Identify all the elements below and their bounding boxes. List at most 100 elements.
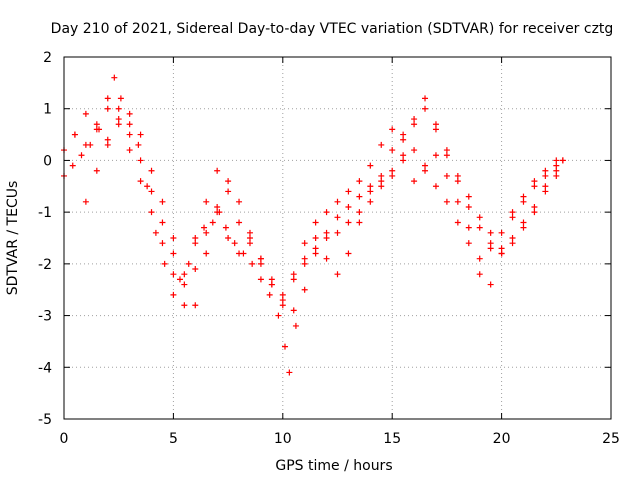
data-point: [454, 198, 461, 205]
data-point: [181, 281, 188, 288]
data-point: [115, 105, 122, 112]
data-point: [465, 193, 472, 200]
data-point: [345, 188, 352, 195]
data-point: [389, 172, 396, 179]
data-point: [82, 110, 89, 117]
data-points: [61, 74, 566, 376]
data-point: [411, 178, 418, 185]
data-point: [135, 141, 142, 148]
data-point: [104, 136, 111, 143]
data-point: [378, 178, 385, 185]
y-axis-label: SDTVAR / TECUs: [5, 181, 21, 296]
y-tick-label: -2: [38, 257, 52, 273]
data-point: [268, 276, 275, 283]
data-point: [367, 188, 374, 195]
data-point: [443, 152, 450, 159]
data-point: [203, 250, 210, 257]
data-point: [509, 214, 516, 221]
data-point: [249, 260, 256, 267]
data-point: [356, 219, 363, 226]
data-point: [389, 167, 396, 174]
data-point: [367, 198, 374, 205]
data-point: [279, 302, 286, 309]
data-point: [356, 178, 363, 185]
data-point: [225, 235, 232, 241]
data-point: [559, 157, 566, 164]
data-point: [422, 105, 429, 112]
data-point: [104, 141, 111, 148]
data-point: [520, 193, 527, 200]
data-point: [170, 250, 177, 257]
data-point: [82, 198, 89, 205]
data-point: [192, 302, 199, 309]
y-tick-label: 2: [43, 50, 52, 66]
x-tick-label: 25: [602, 431, 620, 447]
data-point: [312, 250, 319, 257]
data-point: [345, 203, 352, 210]
data-point: [345, 250, 352, 257]
data-point: [236, 198, 243, 205]
data-point: [236, 250, 243, 257]
data-point: [301, 286, 308, 293]
data-point: [257, 255, 264, 262]
data-point: [509, 235, 516, 241]
data-point: [422, 95, 429, 102]
data-point: [78, 152, 85, 159]
data-point: [246, 240, 253, 247]
data-point: [137, 178, 144, 185]
data-point: [476, 214, 483, 221]
data-point: [209, 219, 216, 226]
data-point: [443, 172, 450, 179]
data-point: [312, 219, 319, 226]
data-point: [301, 255, 308, 262]
data-point: [292, 322, 299, 329]
data-point: [137, 157, 144, 164]
data-point: [542, 188, 549, 195]
data-point: [487, 240, 494, 247]
data-point: [432, 126, 439, 133]
data-point: [411, 121, 418, 128]
data-point: [115, 121, 122, 128]
data-point: [266, 291, 273, 298]
data-point: [465, 203, 472, 210]
data-point: [257, 276, 264, 283]
data-point: [454, 219, 461, 226]
series-track-4: [82, 116, 560, 309]
y-tick-labels: -5 -4 -3 -2 -1 0 1 2: [38, 50, 52, 428]
data-point: [290, 276, 297, 283]
data-point: [356, 209, 363, 216]
y-tick-label: -3: [38, 309, 52, 325]
x-tick-label: 10: [274, 431, 292, 447]
data-point: [203, 198, 210, 205]
data-point: [281, 343, 288, 350]
data-point: [454, 172, 461, 179]
data-point: [104, 105, 111, 112]
data-point: [323, 229, 330, 236]
data-point: [356, 193, 363, 200]
data-point: [170, 235, 177, 241]
data-point: [126, 121, 133, 128]
data-point: [553, 162, 560, 169]
data-point: [152, 229, 159, 236]
data-point: [279, 297, 286, 304]
data-point: [487, 245, 494, 252]
data-point: [71, 131, 78, 138]
data-point: [400, 131, 407, 138]
data-point: [214, 209, 221, 216]
series-track-2: [61, 95, 566, 309]
data-point: [367, 183, 374, 190]
x-tick-label: 15: [383, 431, 401, 447]
data-point: [334, 271, 341, 278]
y-tick-label: 0: [43, 153, 52, 169]
data-point: [279, 291, 286, 298]
data-point: [531, 203, 538, 210]
data-point: [542, 183, 549, 190]
data-point: [246, 235, 253, 241]
data-point: [201, 224, 208, 231]
data-point: [487, 229, 494, 236]
data-point: [161, 260, 168, 267]
data-point: [126, 131, 133, 138]
data-point: [104, 95, 111, 102]
data-point: [553, 172, 560, 179]
